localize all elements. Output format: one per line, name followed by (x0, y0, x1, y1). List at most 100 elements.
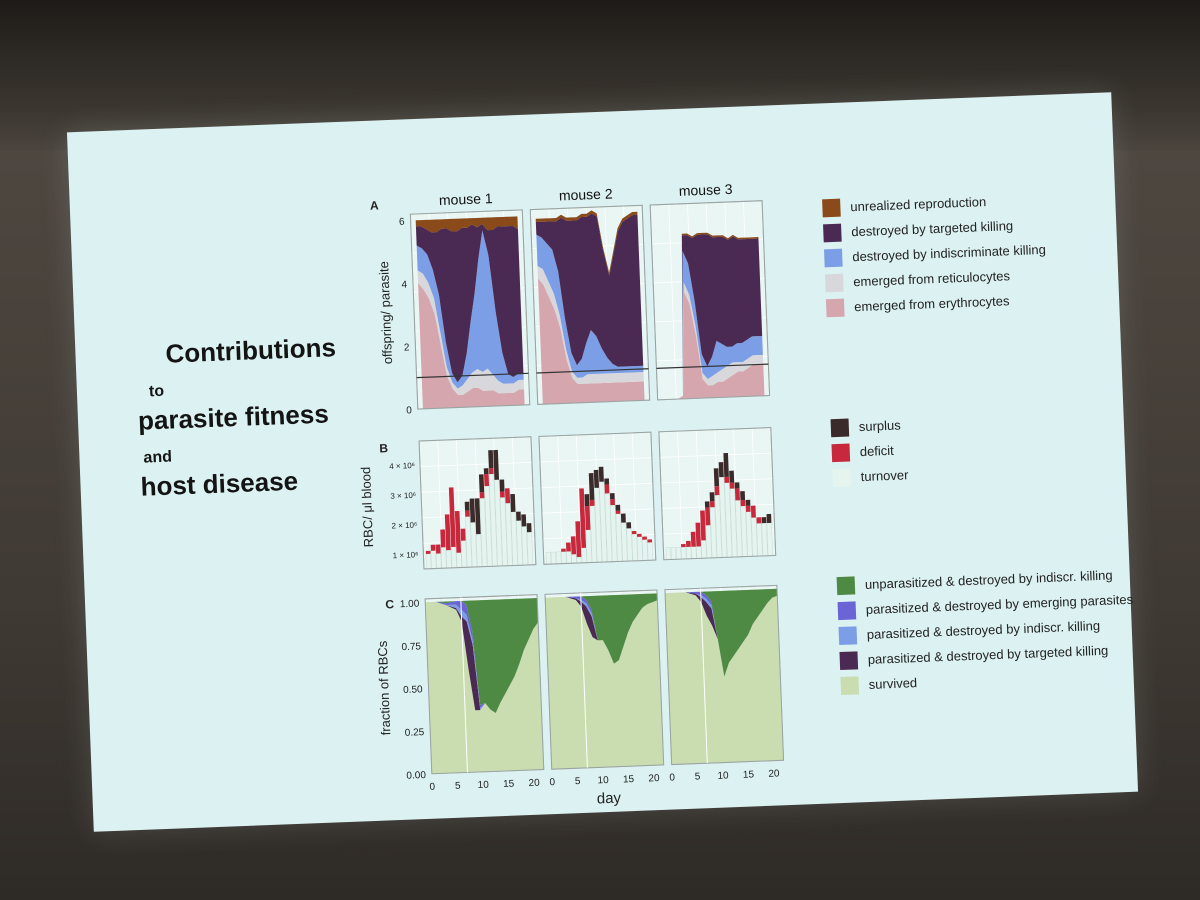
area-a-emerged-from-reticulocytes (662, 282, 764, 400)
legend-swatch (823, 223, 842, 242)
legend-swatch (836, 575, 856, 595)
bar-surplus (598, 466, 604, 482)
area-a-destroyed-by-indiscriminate-killing (662, 250, 763, 400)
legend-label: destroyed by targeted killing (851, 218, 1014, 240)
x-tick-label: 0 (549, 777, 555, 788)
bar-turnover (425, 553, 432, 570)
legend-label: emerged from erythrocytes (853, 293, 1010, 315)
grid-line (420, 461, 532, 468)
bar-deficit (681, 543, 686, 548)
bar-turnover (685, 546, 692, 560)
bar-deficit (499, 491, 505, 498)
bar-deficit (504, 488, 511, 504)
bar-surplus (704, 501, 710, 508)
bar-turnover (626, 527, 633, 562)
bar-turnover (450, 546, 457, 569)
bar-turnover (701, 539, 707, 559)
legend-label: surplus (858, 417, 902, 435)
bar-deficit (454, 510, 462, 553)
area-a-destroyed-by-indiscriminate-killing (536, 234, 644, 378)
bar-deficit (750, 505, 756, 518)
panel-border (664, 584, 785, 766)
legend-swatch (825, 298, 845, 317)
bar-surplus (584, 494, 590, 507)
bar-turnover (670, 547, 677, 560)
bar-deficit (479, 492, 485, 499)
x-tick-label: 15 (743, 769, 755, 780)
bar-deficit (756, 517, 762, 524)
panel-border (529, 204, 651, 405)
x-tick-label: 10 (717, 770, 729, 781)
area-c-unparasitized-destroyed-by-indiscr-killing (425, 598, 539, 713)
legend-item: surplus (830, 412, 907, 440)
bar-deficit (740, 499, 746, 507)
y-axis-label: offspring/ parasite (376, 261, 395, 365)
area-a-destroyed-by-indiscriminate-killing (416, 230, 524, 389)
bar-deficit (465, 510, 470, 517)
bar-surplus (464, 501, 470, 511)
y-tick-label: 0.25 (405, 727, 425, 739)
area-c-survived (665, 592, 784, 765)
x-tick-label: 0 (669, 772, 675, 783)
bar-turnover (691, 546, 697, 559)
area-a-emerged-from-erythrocytes (418, 283, 525, 409)
bar-deficit (460, 528, 466, 541)
legend-swatch (839, 650, 859, 670)
legend-swatch (823, 248, 843, 267)
bar-turnover (756, 522, 763, 557)
y-tick-label: 0 (406, 405, 412, 416)
grid-line (539, 457, 652, 463)
bar-deficit (709, 501, 715, 508)
bar-turnover (555, 551, 562, 565)
bar-deficit (435, 544, 441, 554)
panel-letter-b: B (379, 441, 389, 455)
panel-letter-a: A (370, 198, 380, 212)
panel-border (538, 431, 657, 565)
y-tick-label: 6 (399, 217, 405, 228)
facet-label-1: mouse 1 (439, 190, 493, 208)
bar-deficit (729, 482, 735, 489)
bar-turnover (576, 556, 582, 564)
bar-turnover (566, 551, 572, 564)
legend-label: turnover (860, 467, 909, 485)
bar-deficit (700, 510, 706, 541)
area-a-unrealized-reproduction (415, 216, 518, 233)
x-tick-label: 15 (623, 774, 635, 785)
x-axis-label: day (597, 790, 622, 808)
bar-deficit (695, 522, 701, 547)
panel-border (658, 426, 777, 561)
bar-surplus (723, 452, 729, 477)
bar-deficit (570, 536, 577, 555)
bar-deficit (448, 487, 456, 548)
area-a-destroyed-by-targeted-killing (535, 213, 644, 367)
y-tick-label: 4 (401, 280, 407, 291)
bar-surplus (620, 513, 626, 523)
bar-turnover (445, 549, 452, 569)
reference-line (656, 363, 769, 370)
bar-deficit (610, 499, 615, 506)
legend-item: deficit (831, 437, 908, 465)
y-tick-label: 2 × 10⁶ (391, 521, 417, 531)
bar-deficit (714, 486, 720, 496)
bar-surplus (766, 513, 772, 523)
bar-surplus (474, 498, 481, 535)
x-tick-label: 10 (477, 780, 489, 791)
bar-surplus (493, 449, 500, 480)
reference-line (700, 588, 708, 764)
x-tick-label: 20 (528, 778, 540, 789)
bar-deficit (579, 488, 587, 548)
bar-surplus (593, 469, 600, 488)
bar-deficit (690, 531, 696, 547)
bar-surplus (604, 478, 610, 485)
area-c-unparasitized-destroyed-by-indiscr-killing (665, 588, 778, 677)
bar-turnover (526, 531, 534, 566)
bar-deficit (561, 548, 566, 552)
legend-label: emerged from reticulocytes (852, 268, 1011, 290)
x-tick-label: 20 (648, 773, 660, 784)
x-tick-label: 5 (575, 776, 581, 787)
bar-turnover (647, 542, 654, 561)
x-tick-label: 20 (768, 768, 780, 779)
bar-turnover (642, 539, 648, 561)
y-tick-label: 1.00 (400, 599, 420, 611)
y-tick-label: 2 (404, 342, 410, 353)
